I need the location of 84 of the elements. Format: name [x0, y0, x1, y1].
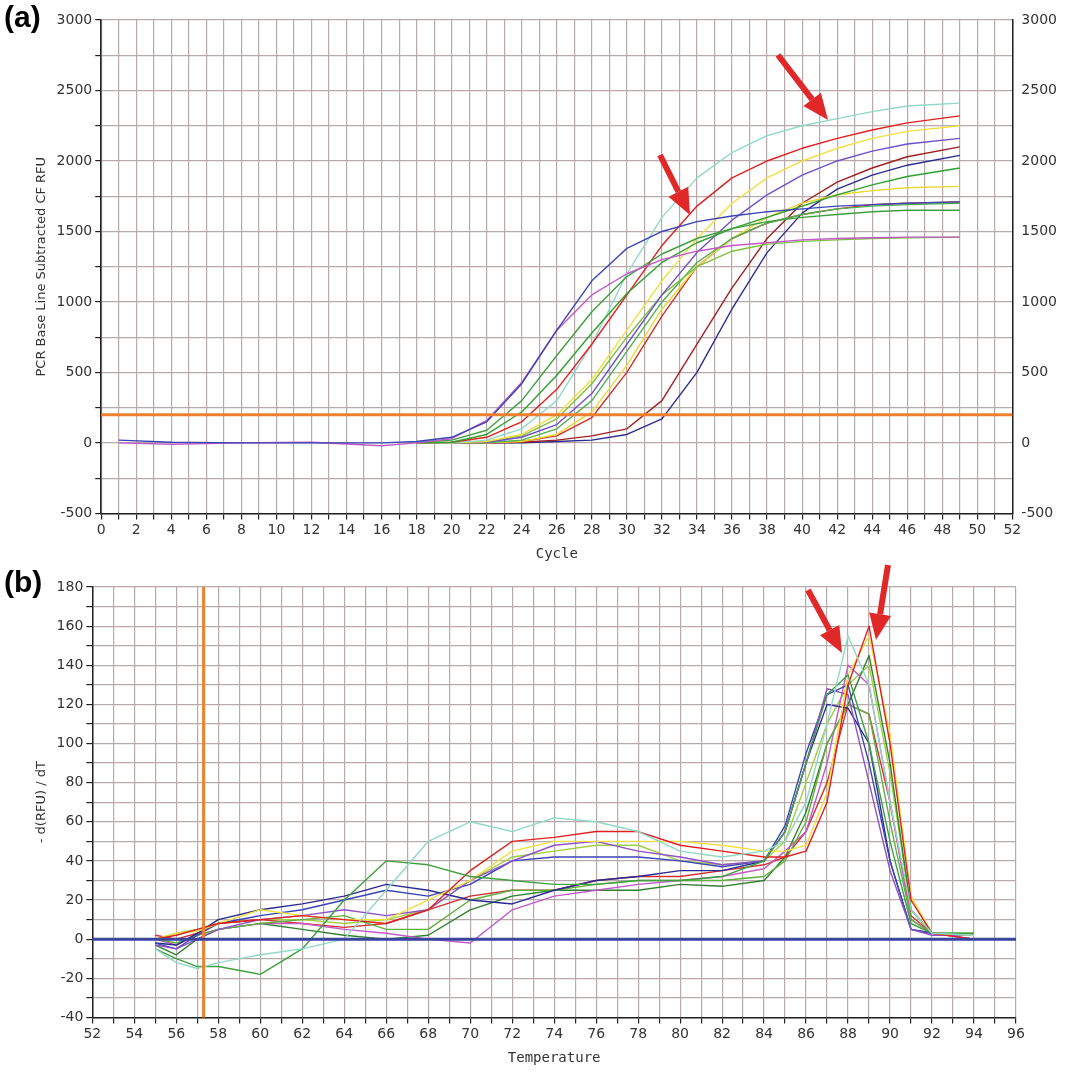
x-tick-label: 62	[293, 1025, 312, 1042]
x-tick-label: 68	[419, 1025, 438, 1042]
y-tick-label: 20	[65, 890, 84, 907]
x-tick-label: 22	[477, 521, 496, 538]
x-tick-label: 4	[166, 521, 176, 538]
x-tick-label: 82	[713, 1025, 732, 1042]
x-tick-label: 10	[267, 521, 286, 538]
x-tick-label: 52	[1003, 521, 1022, 538]
y-tick-label: 140	[56, 655, 84, 672]
x-tick-label: 24	[512, 521, 531, 538]
x-tick-label: 16	[372, 521, 391, 538]
x-tick-label: 44	[863, 521, 882, 538]
x-tick-label: 56	[167, 1025, 186, 1042]
y-tick-label: 500	[65, 363, 93, 380]
x-tick-label: 6	[201, 521, 211, 538]
x-tick-label: 94	[965, 1025, 984, 1042]
x-tick-label: 42	[828, 521, 847, 538]
y2-tick-label: 2500	[1021, 81, 1058, 98]
x-tick-label: 12	[302, 521, 321, 538]
x-tick-label: 60	[251, 1025, 270, 1042]
y-tick-label: 1000	[56, 292, 93, 309]
y-tick-label: 3000	[56, 10, 93, 27]
chart-title: (a)	[4, 0, 41, 34]
x-tick-label: 2	[131, 521, 141, 538]
x-tick-label: 80	[671, 1025, 690, 1042]
y2-tick-label: 1500	[1021, 222, 1058, 239]
y-axis-title: PCR Base Line Subtracted CF RFU	[33, 156, 49, 377]
x-tick-label: 90	[881, 1025, 899, 1042]
y-tick-label: -20	[60, 968, 84, 985]
y-tick-label: 160	[56, 616, 84, 633]
x-tick-label: 66	[377, 1025, 396, 1042]
y-tick-label: 80	[65, 773, 84, 790]
y-tick-label: -500	[60, 504, 93, 521]
y2-tick-label: 1000	[1021, 292, 1058, 309]
y-tick-label: 0	[74, 929, 84, 946]
x-tick-label: 72	[503, 1025, 522, 1042]
y2-tick-label: 0	[1021, 433, 1031, 450]
x-tick-label: 88	[839, 1025, 857, 1042]
y-tick-label: 2000	[56, 151, 93, 168]
y2-tick-label: -500	[1021, 504, 1054, 521]
y-tick-label: 1500	[56, 222, 93, 239]
x-tick-label: 78	[629, 1025, 648, 1042]
x-tick-label: 50	[968, 521, 987, 538]
x-tick-label: 36	[723, 521, 742, 538]
x-tick-label: 48	[933, 521, 952, 538]
x-axis-title: Cycle	[535, 545, 578, 562]
x-tick-label: 26	[547, 521, 566, 538]
x-tick-label: 64	[335, 1025, 354, 1042]
x-tick-label: 0	[96, 521, 106, 538]
x-axis-title: Temperature	[507, 1049, 601, 1066]
x-tick-label: 38	[758, 521, 776, 538]
x-tick-label: 40	[793, 521, 812, 538]
x-tick-label: 34	[688, 521, 706, 538]
chart-title: (b)	[4, 565, 43, 599]
x-tick-label: 70	[461, 1025, 480, 1042]
y-axis-title: - d(RFU) / dT	[33, 761, 49, 844]
y-tick-label: -40	[60, 1008, 84, 1025]
x-tick-label: 86	[797, 1025, 816, 1042]
y-tick-label: 120	[56, 695, 84, 712]
y2-tick-label: 500	[1021, 363, 1049, 380]
x-tick-label: 76	[587, 1025, 606, 1042]
x-tick-label: 74	[545, 1025, 564, 1042]
x-tick-label: 14	[337, 521, 356, 538]
y2-tick-label: 3000	[1021, 10, 1058, 27]
x-tick-label: 8	[236, 521, 246, 538]
y-tick-label: 60	[65, 812, 84, 829]
x-tick-label: 32	[653, 521, 671, 538]
y-tick-label: 40	[65, 851, 84, 868]
x-tick-label: 96	[1007, 1025, 1025, 1042]
y-tick-label: 0	[83, 433, 93, 450]
x-tick-label: 52	[83, 1025, 102, 1042]
x-tick-label: 84	[755, 1025, 774, 1042]
x-tick-label: 28	[582, 521, 601, 538]
x-tick-label: 58	[209, 1025, 228, 1042]
x-tick-label: 54	[125, 1025, 144, 1042]
y2-tick-label: 2000	[1021, 151, 1058, 168]
x-tick-label: 30	[617, 521, 636, 538]
x-tick-label: 46	[898, 521, 917, 538]
y-tick-label: 2500	[56, 81, 93, 98]
x-tick-label: 20	[442, 521, 461, 538]
y-tick-label: 180	[56, 577, 84, 594]
x-tick-label: 92	[923, 1025, 941, 1042]
y-tick-label: 100	[56, 734, 84, 751]
x-tick-label: 18	[407, 521, 426, 538]
